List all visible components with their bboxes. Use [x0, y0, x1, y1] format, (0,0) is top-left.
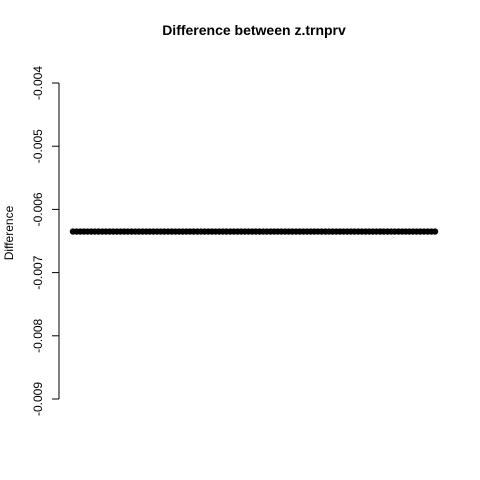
y-tick-label: -0.004	[31, 66, 45, 100]
y-axis-label: Difference	[2, 205, 16, 260]
y-axis: -0.004 -0.005 -0.006 -0.007 -0.008 -0.009	[31, 66, 60, 416]
data-points	[69, 228, 439, 235]
y-tick-label: -0.005	[31, 129, 45, 163]
y-tick-label: -0.006	[31, 192, 45, 226]
y-tick-label: -0.009	[31, 382, 45, 416]
y-tick-label: -0.008	[31, 318, 45, 352]
chart-title: Difference between z.trnprv	[162, 22, 346, 38]
y-tick-label: -0.007	[31, 255, 45, 289]
data-point	[431, 228, 439, 235]
